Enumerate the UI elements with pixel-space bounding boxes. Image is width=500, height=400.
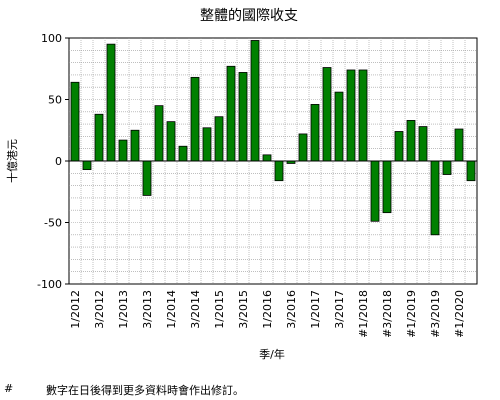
bar xyxy=(166,121,176,162)
x-tick-label: 1/2014 xyxy=(165,290,178,329)
bar xyxy=(82,160,92,171)
x-tick-label: 1/2012 xyxy=(69,290,82,329)
y-tick-label: 50 xyxy=(48,94,62,107)
bar xyxy=(130,129,140,162)
bar xyxy=(394,131,404,162)
x-tick-label: 3/2017 xyxy=(333,290,346,329)
y-tick-label: -50 xyxy=(44,217,62,230)
bar xyxy=(322,67,332,162)
bar xyxy=(442,160,452,175)
bar xyxy=(118,139,128,162)
bar xyxy=(358,69,368,162)
bar xyxy=(202,127,212,162)
x-tick-label: #1/2020 xyxy=(453,290,466,338)
bar xyxy=(106,43,116,162)
x-tick-label: 1/2015 xyxy=(213,290,226,329)
bar xyxy=(370,160,380,222)
bar xyxy=(214,116,224,162)
y-tick-label: -100 xyxy=(37,278,62,291)
x-tick-label: 1/2016 xyxy=(261,290,274,329)
bar xyxy=(454,128,464,162)
footnote-marker: # xyxy=(4,382,14,395)
bar xyxy=(226,65,236,162)
bar xyxy=(250,40,260,162)
x-tick-label: 1/2017 xyxy=(309,290,322,329)
bar xyxy=(418,126,428,162)
x-tick-label: 3/2012 xyxy=(93,290,106,329)
bar xyxy=(178,145,188,162)
bar xyxy=(154,105,164,162)
bar xyxy=(346,69,356,162)
x-tick-label: #3/2019 xyxy=(429,290,442,338)
x-axis-label: 季/年 xyxy=(259,347,285,361)
bar xyxy=(466,160,476,182)
x-tick-label: 1/2013 xyxy=(117,290,130,329)
x-tick-label: #1/2019 xyxy=(405,290,418,338)
bar xyxy=(70,81,80,162)
bar xyxy=(298,133,308,162)
bar xyxy=(334,91,344,162)
bar xyxy=(190,76,200,162)
bar xyxy=(262,154,272,162)
bar xyxy=(274,160,284,182)
axes: 100 50 0 -50 -100 1/2012 3/2012 1/2013 3/2013 1/2… xyxy=(37,32,477,338)
y-axis-label: 十億港元 xyxy=(5,139,19,183)
chart-title: 整體的國際收支 xyxy=(200,8,298,24)
bar xyxy=(382,160,392,214)
bar xyxy=(238,72,248,162)
x-tick-label: #3/2018 xyxy=(381,290,394,338)
bar xyxy=(406,120,416,162)
footnote: # 數字在日後得到更多資料時會作出修訂。 xyxy=(0,382,500,398)
bar xyxy=(310,104,320,162)
x-tick-label: 3/2014 xyxy=(189,290,202,329)
bar xyxy=(430,160,440,236)
x-tick-label: 3/2016 xyxy=(285,290,298,329)
bar xyxy=(142,160,152,196)
x-tick-label: #1/2018 xyxy=(357,290,370,338)
x-tick-label: 3/2013 xyxy=(141,290,154,329)
x-tick-label: 3/2015 xyxy=(237,290,250,329)
y-tick-label: 100 xyxy=(41,32,62,45)
bar xyxy=(94,113,104,162)
footnote-text: 數字在日後得到更多資料時會作出修訂。 xyxy=(46,384,244,397)
y-tick-label: 0 xyxy=(55,155,62,168)
